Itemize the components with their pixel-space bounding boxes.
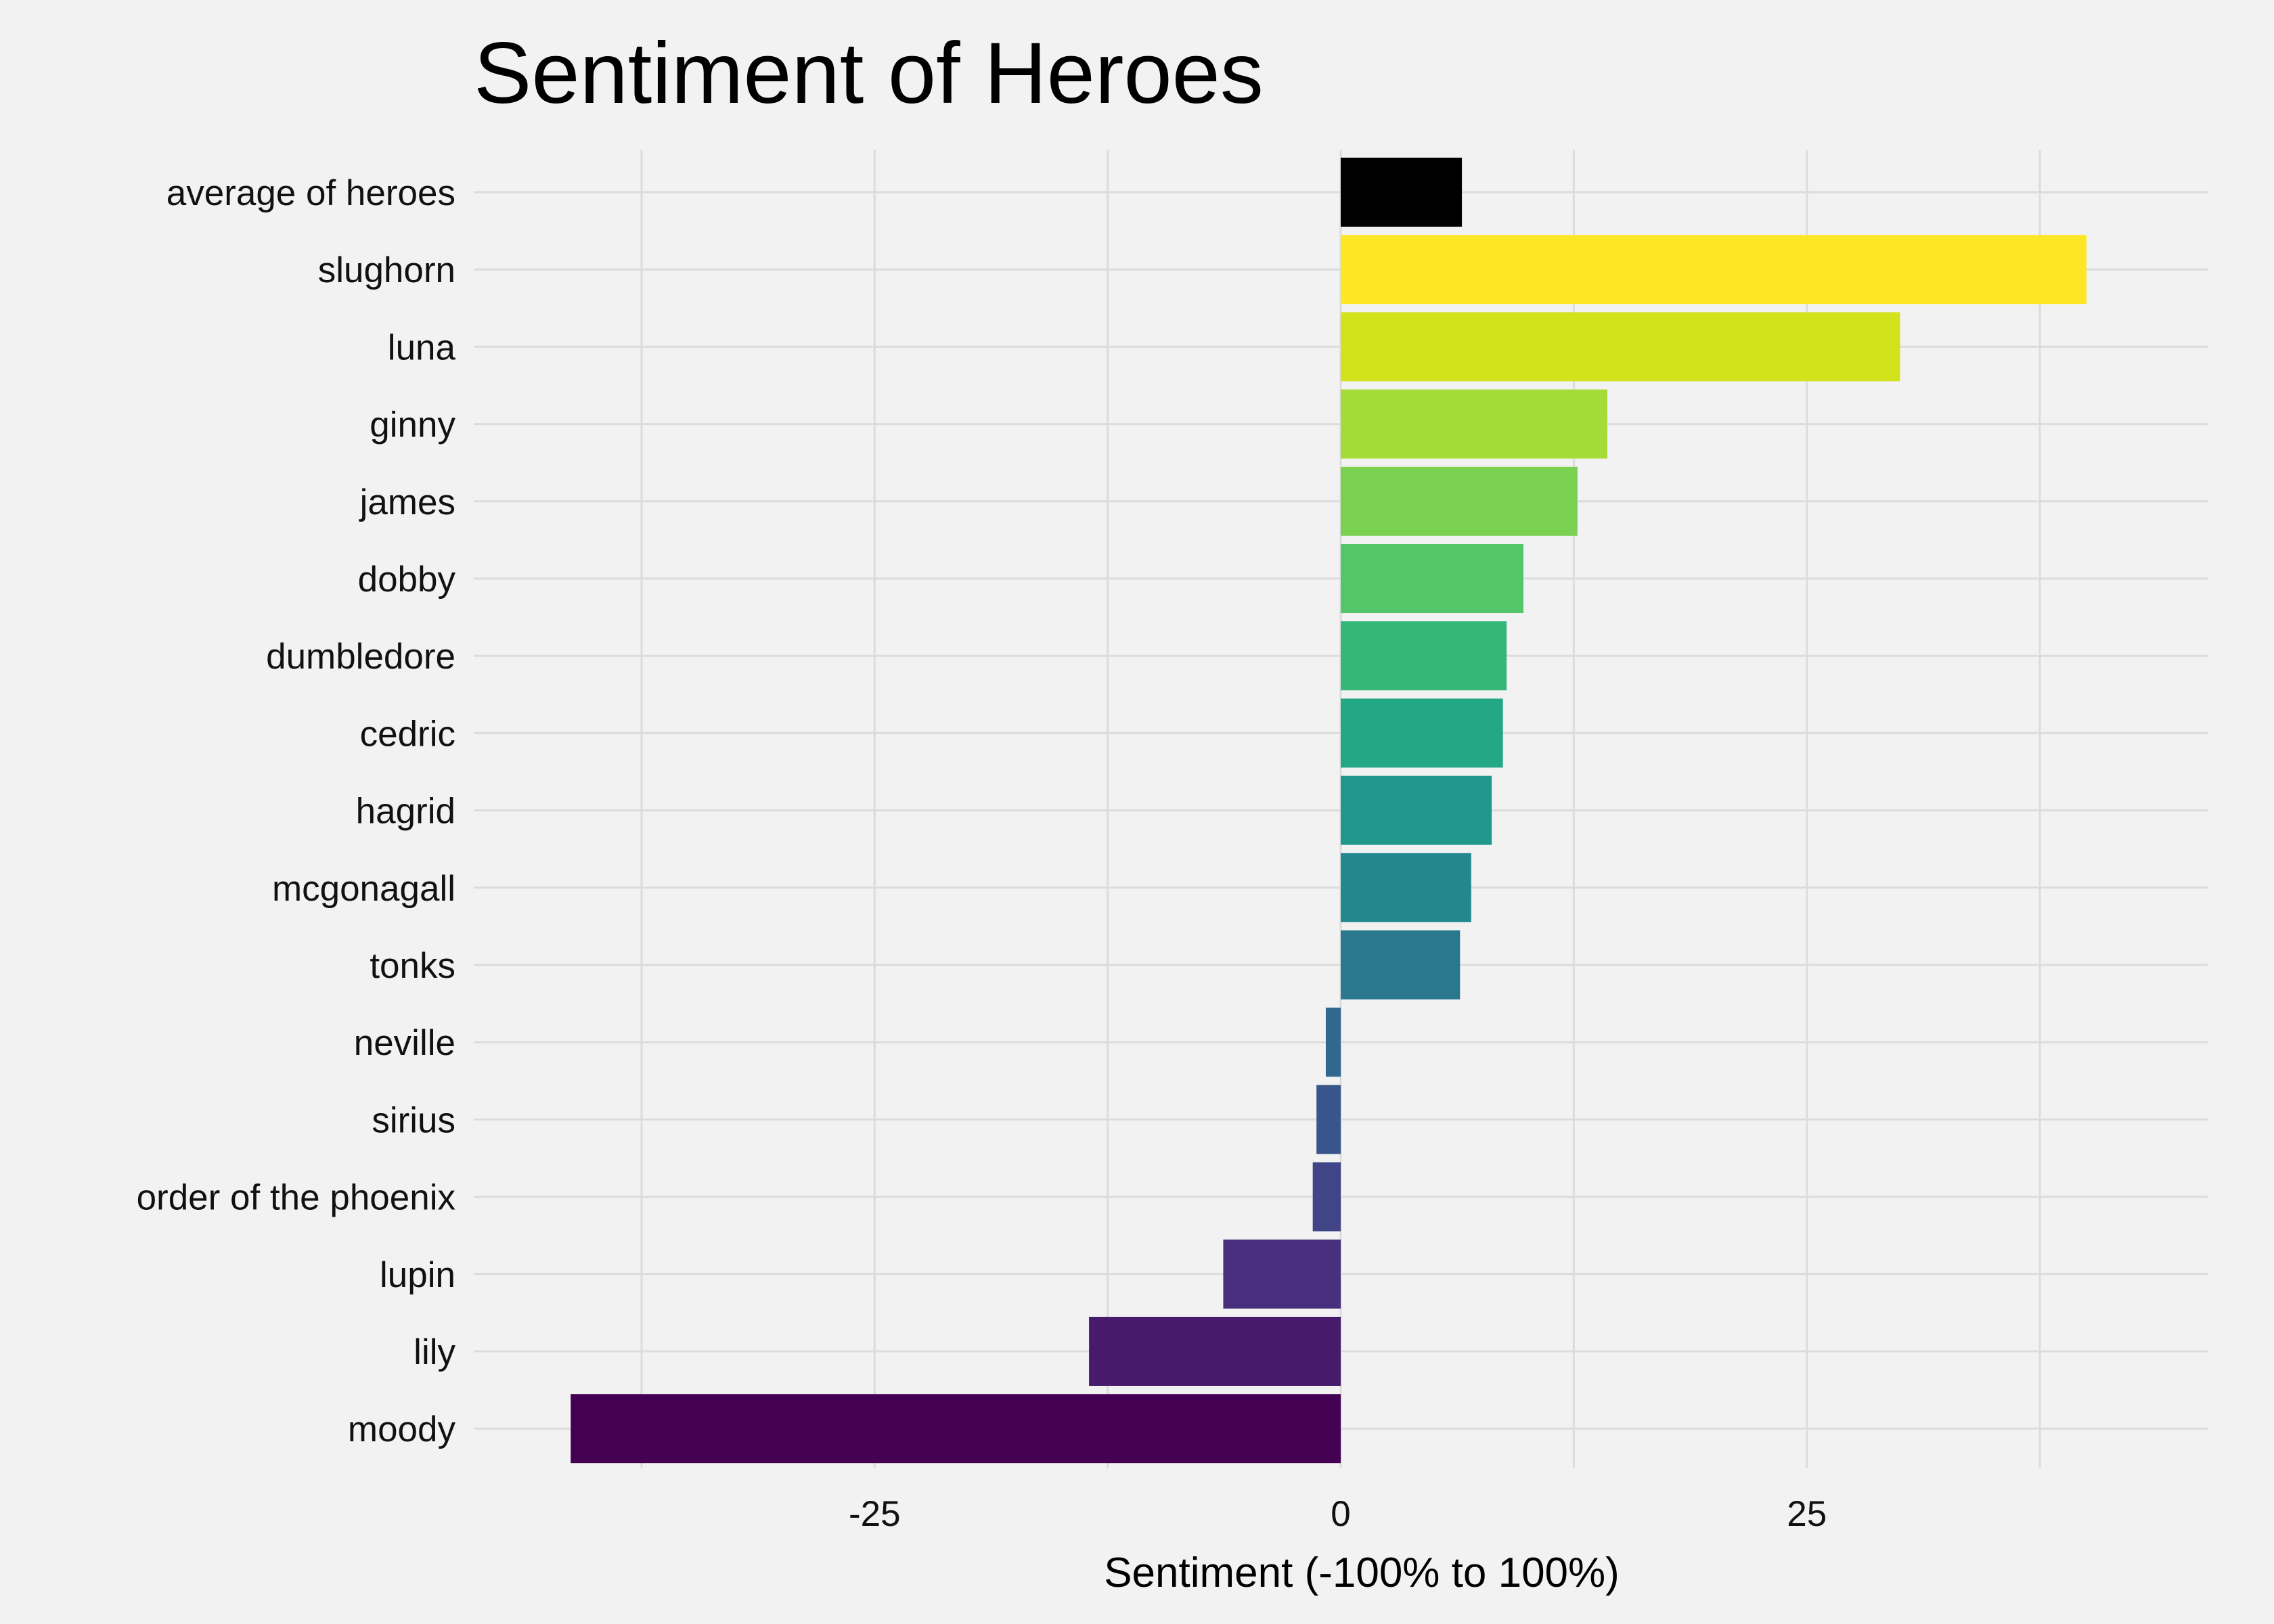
x-tick-label-25: -25 bbox=[849, 1494, 901, 1534]
category-label-mcgonagall: mcgonagall bbox=[272, 869, 455, 909]
bar-lily bbox=[1089, 1317, 1341, 1386]
category-label-hagrid: hagrid bbox=[356, 792, 455, 832]
category-label-neville: neville bbox=[354, 1023, 455, 1063]
x-tick-labels: -25 0 25 bbox=[849, 1494, 1827, 1534]
category-label-luna: luna bbox=[388, 328, 456, 367]
bar-ginny bbox=[1341, 389, 1607, 459]
category-label-lupin: lupin bbox=[380, 1255, 455, 1295]
bar-neville bbox=[1325, 1008, 1341, 1077]
category-label-ginny: ginny bbox=[370, 405, 455, 445]
category-label-james: james bbox=[359, 482, 455, 522]
category-label-sirius: sirius bbox=[372, 1100, 455, 1140]
bars bbox=[571, 158, 2087, 1464]
category-labels: average of heroes slughorn luna ginny james d… bbox=[137, 173, 456, 1449]
bar-cedric bbox=[1341, 698, 1503, 768]
bar-dobby bbox=[1341, 544, 1523, 613]
bar-moody bbox=[571, 1394, 1341, 1464]
category-label-average-of-heroes: average of heroes bbox=[166, 173, 455, 213]
x-tick-label-25: 25 bbox=[1787, 1494, 1827, 1534]
bar-james bbox=[1341, 466, 1578, 536]
bar-lupin bbox=[1223, 1239, 1341, 1309]
category-label-order-of-the-phoenix: order of the phoenix bbox=[137, 1178, 455, 1218]
category-label-cedric: cedric bbox=[360, 714, 455, 754]
bar-average-of-heroes bbox=[1341, 158, 1463, 227]
bar-tonks bbox=[1341, 930, 1461, 999]
category-label-dumbledore: dumbledore bbox=[266, 637, 455, 677]
bar-order-of-the-phoenix bbox=[1312, 1162, 1341, 1232]
category-label-dobby: dobby bbox=[358, 560, 456, 600]
chart-title: Sentiment of Heroes bbox=[474, 25, 1264, 122]
bar-mcgonagall bbox=[1341, 853, 1471, 922]
category-label-tonks: tonks bbox=[370, 946, 455, 986]
x-axis-title: Sentiment (-100% to 100%) bbox=[1104, 1550, 1620, 1596]
category-label-slughorn: slughorn bbox=[318, 250, 455, 290]
bar-luna bbox=[1341, 312, 1900, 382]
x-tick-label-0: 0 bbox=[1331, 1494, 1350, 1534]
category-label-moody: moody bbox=[348, 1409, 456, 1449]
bar-slughorn bbox=[1341, 235, 2087, 304]
category-label-lily: lily bbox=[414, 1332, 455, 1372]
bar-sirius bbox=[1316, 1085, 1341, 1154]
bar-dumbledore bbox=[1341, 621, 1507, 691]
bar-hagrid bbox=[1341, 775, 1492, 845]
